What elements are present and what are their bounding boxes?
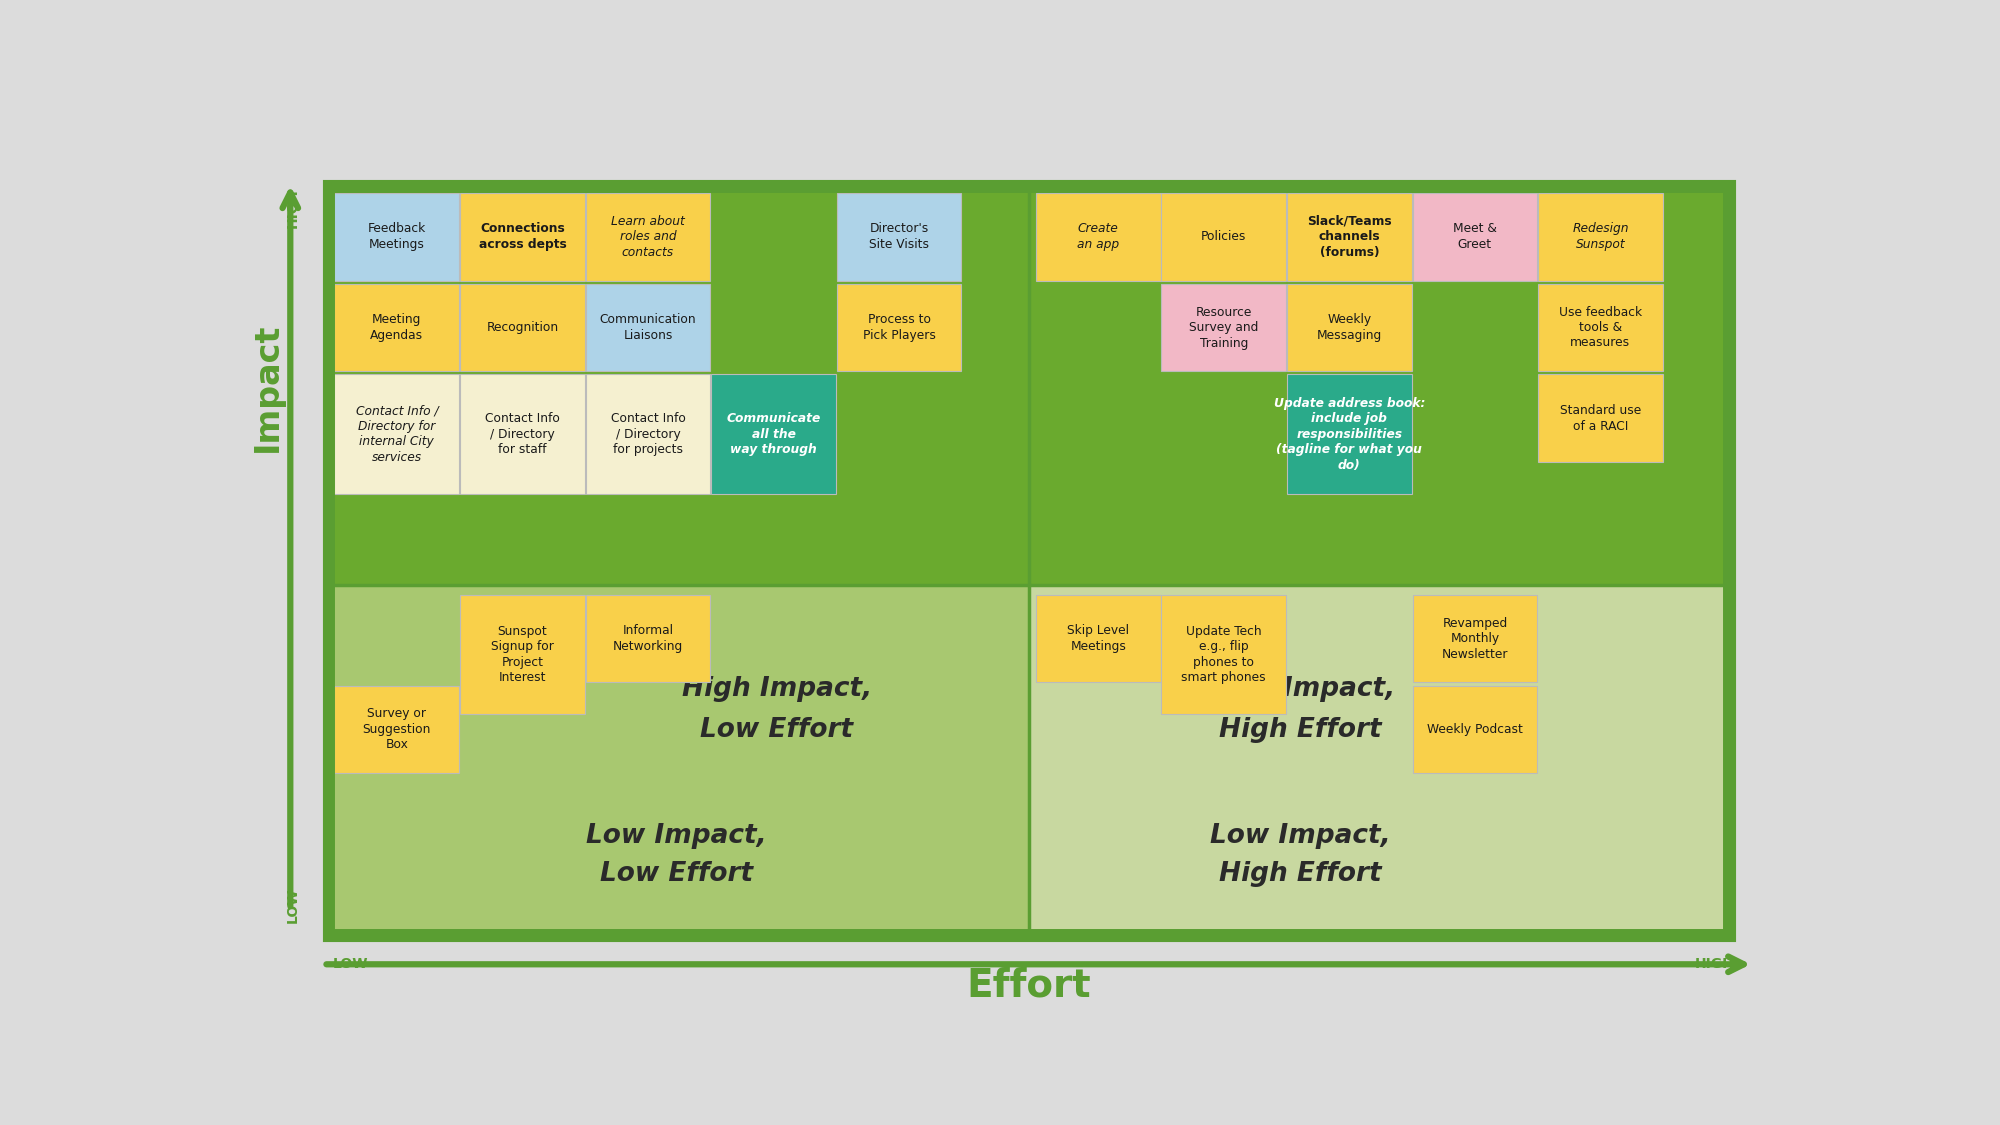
FancyBboxPatch shape bbox=[1028, 189, 1726, 585]
FancyBboxPatch shape bbox=[334, 375, 460, 494]
FancyBboxPatch shape bbox=[712, 375, 836, 494]
Text: Informal
Networking: Informal Networking bbox=[612, 624, 684, 652]
FancyBboxPatch shape bbox=[1286, 375, 1412, 494]
FancyBboxPatch shape bbox=[836, 192, 962, 280]
Text: High Impact,: High Impact, bbox=[682, 676, 872, 702]
FancyBboxPatch shape bbox=[460, 375, 584, 494]
FancyBboxPatch shape bbox=[836, 284, 962, 371]
Text: High Effort: High Effort bbox=[1218, 862, 1382, 888]
FancyBboxPatch shape bbox=[1412, 595, 1538, 683]
Text: Contact Info /
Directory for
internal City
services: Contact Info / Directory for internal Ci… bbox=[356, 404, 438, 464]
FancyBboxPatch shape bbox=[1412, 192, 1538, 280]
FancyBboxPatch shape bbox=[1028, 585, 1726, 932]
FancyBboxPatch shape bbox=[1538, 284, 1662, 371]
Text: Low Impact,: Low Impact, bbox=[586, 822, 766, 848]
Text: Contact Info
/ Directory
for projects: Contact Info / Directory for projects bbox=[610, 412, 686, 456]
FancyBboxPatch shape bbox=[586, 375, 710, 494]
FancyBboxPatch shape bbox=[586, 595, 710, 683]
FancyBboxPatch shape bbox=[1036, 192, 1160, 280]
Text: LOW: LOW bbox=[332, 957, 368, 971]
FancyBboxPatch shape bbox=[1538, 192, 1662, 280]
FancyBboxPatch shape bbox=[586, 284, 710, 371]
Text: Director's
Site Visits: Director's Site Visits bbox=[870, 223, 930, 251]
Text: Resource
Survey and
Training: Resource Survey and Training bbox=[1190, 306, 1258, 350]
FancyBboxPatch shape bbox=[586, 192, 710, 280]
Text: HIGH: HIGH bbox=[1694, 957, 1734, 971]
Text: Effort: Effort bbox=[966, 966, 1092, 1005]
Text: Redesign
Sunspot: Redesign Sunspot bbox=[1572, 223, 1628, 251]
Text: Process to
Pick Players: Process to Pick Players bbox=[862, 313, 936, 342]
Text: Low Effort: Low Effort bbox=[700, 718, 854, 744]
Text: Meeting
Agendas: Meeting Agendas bbox=[370, 313, 424, 342]
Text: Create
an app: Create an app bbox=[1078, 223, 1120, 251]
Text: High Effort: High Effort bbox=[1218, 718, 1382, 744]
Text: HIGH: HIGH bbox=[286, 188, 300, 228]
Text: Update Tech
e.g., flip
phones to
smart phones: Update Tech e.g., flip phones to smart p… bbox=[1182, 624, 1266, 684]
Text: Communication
Liaisons: Communication Liaisons bbox=[600, 313, 696, 342]
FancyBboxPatch shape bbox=[1538, 375, 1662, 462]
Text: Impact: Impact bbox=[250, 323, 284, 452]
FancyBboxPatch shape bbox=[1162, 595, 1286, 714]
FancyBboxPatch shape bbox=[1162, 192, 1286, 280]
Text: Use feedback
tools &
measures: Use feedback tools & measures bbox=[1558, 306, 1642, 350]
Text: Revamped
Monthly
Newsletter: Revamped Monthly Newsletter bbox=[1442, 616, 1508, 660]
Text: LOW: LOW bbox=[286, 888, 300, 922]
Text: Skip Level
Meetings: Skip Level Meetings bbox=[1068, 624, 1130, 652]
FancyBboxPatch shape bbox=[1036, 595, 1160, 683]
Text: Recognition: Recognition bbox=[486, 321, 558, 334]
FancyBboxPatch shape bbox=[328, 184, 1730, 936]
FancyBboxPatch shape bbox=[332, 189, 1028, 585]
Text: Feedback
Meetings: Feedback Meetings bbox=[368, 223, 426, 251]
Text: Slack/Teams
channels
(forums): Slack/Teams channels (forums) bbox=[1308, 215, 1392, 259]
Text: Policies: Policies bbox=[1202, 231, 1246, 243]
Text: Learn about
roles and
contacts: Learn about roles and contacts bbox=[612, 215, 684, 259]
FancyBboxPatch shape bbox=[460, 284, 584, 371]
FancyBboxPatch shape bbox=[460, 192, 584, 280]
Text: Survey or
Suggestion
Box: Survey or Suggestion Box bbox=[362, 708, 432, 752]
FancyBboxPatch shape bbox=[332, 585, 1028, 932]
Text: Communicate
all the
way through: Communicate all the way through bbox=[726, 412, 820, 456]
FancyBboxPatch shape bbox=[334, 685, 460, 773]
FancyBboxPatch shape bbox=[460, 595, 584, 714]
FancyBboxPatch shape bbox=[334, 284, 460, 371]
Text: Weekly
Messaging: Weekly Messaging bbox=[1316, 313, 1382, 342]
Text: Sunspot
Signup for
Project
Interest: Sunspot Signup for Project Interest bbox=[490, 624, 554, 684]
Text: Meet &
Greet: Meet & Greet bbox=[1452, 223, 1496, 251]
FancyBboxPatch shape bbox=[334, 192, 460, 280]
Text: Standard use
of a RACI: Standard use of a RACI bbox=[1560, 404, 1642, 433]
Text: Weekly Podcast: Weekly Podcast bbox=[1426, 723, 1522, 736]
Text: Update address book:
include job
responsibilities
(tagline for what you
do): Update address book: include job respons… bbox=[1274, 397, 1426, 471]
Text: Contact Info
/ Directory
for staff: Contact Info / Directory for staff bbox=[484, 412, 560, 456]
FancyBboxPatch shape bbox=[1286, 192, 1412, 280]
Text: Low Impact,: Low Impact, bbox=[1210, 822, 1390, 848]
FancyBboxPatch shape bbox=[1412, 685, 1538, 773]
Text: High Impact,: High Impact, bbox=[1206, 676, 1396, 702]
FancyBboxPatch shape bbox=[1162, 284, 1286, 371]
FancyBboxPatch shape bbox=[1286, 284, 1412, 371]
Text: Connections
across depts: Connections across depts bbox=[478, 223, 566, 251]
Text: Low Effort: Low Effort bbox=[600, 862, 752, 888]
